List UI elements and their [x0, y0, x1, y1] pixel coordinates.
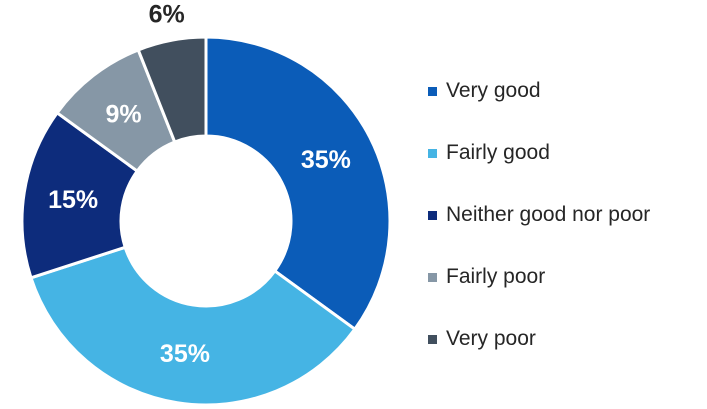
legend-item-3: Neither good nor poor — [428, 184, 650, 246]
donut-slice-1 — [204, 35, 392, 331]
data-label-1: 35% — [301, 146, 351, 174]
legend-swatch-3 — [428, 210, 437, 220]
donut-slice-5 — [136, 35, 208, 144]
legend-item-2: Fairly good — [428, 122, 650, 184]
legend-label-3: Neither good nor poor — [446, 203, 651, 226]
data-label-4: 9% — [105, 101, 141, 129]
data-label-3: 15% — [48, 186, 98, 214]
legend-swatch-4 — [428, 272, 437, 282]
legend-item-1: Very good — [428, 60, 650, 122]
donut-slice-3 — [20, 111, 139, 280]
legend-swatch-1 — [428, 86, 437, 96]
legend-label-5: Very poor — [446, 327, 536, 350]
legend-label-2: Fairly good — [446, 141, 550, 164]
donut-slice-2 — [29, 245, 357, 407]
legend-item-4: Fairly poor — [428, 246, 650, 308]
data-label-5: 6% — [149, 1, 185, 29]
data-label-2: 35% — [160, 340, 210, 368]
legend-swatch-2 — [428, 148, 437, 158]
legend-label-4: Fairly poor — [446, 265, 546, 288]
legend-swatch-5 — [428, 334, 437, 344]
legend-item-5: Very poor — [428, 308, 650, 370]
legend-label-1: Very good — [446, 79, 541, 102]
chart-legend: Very good Fairly good Neither good nor poo… — [428, 60, 650, 370]
